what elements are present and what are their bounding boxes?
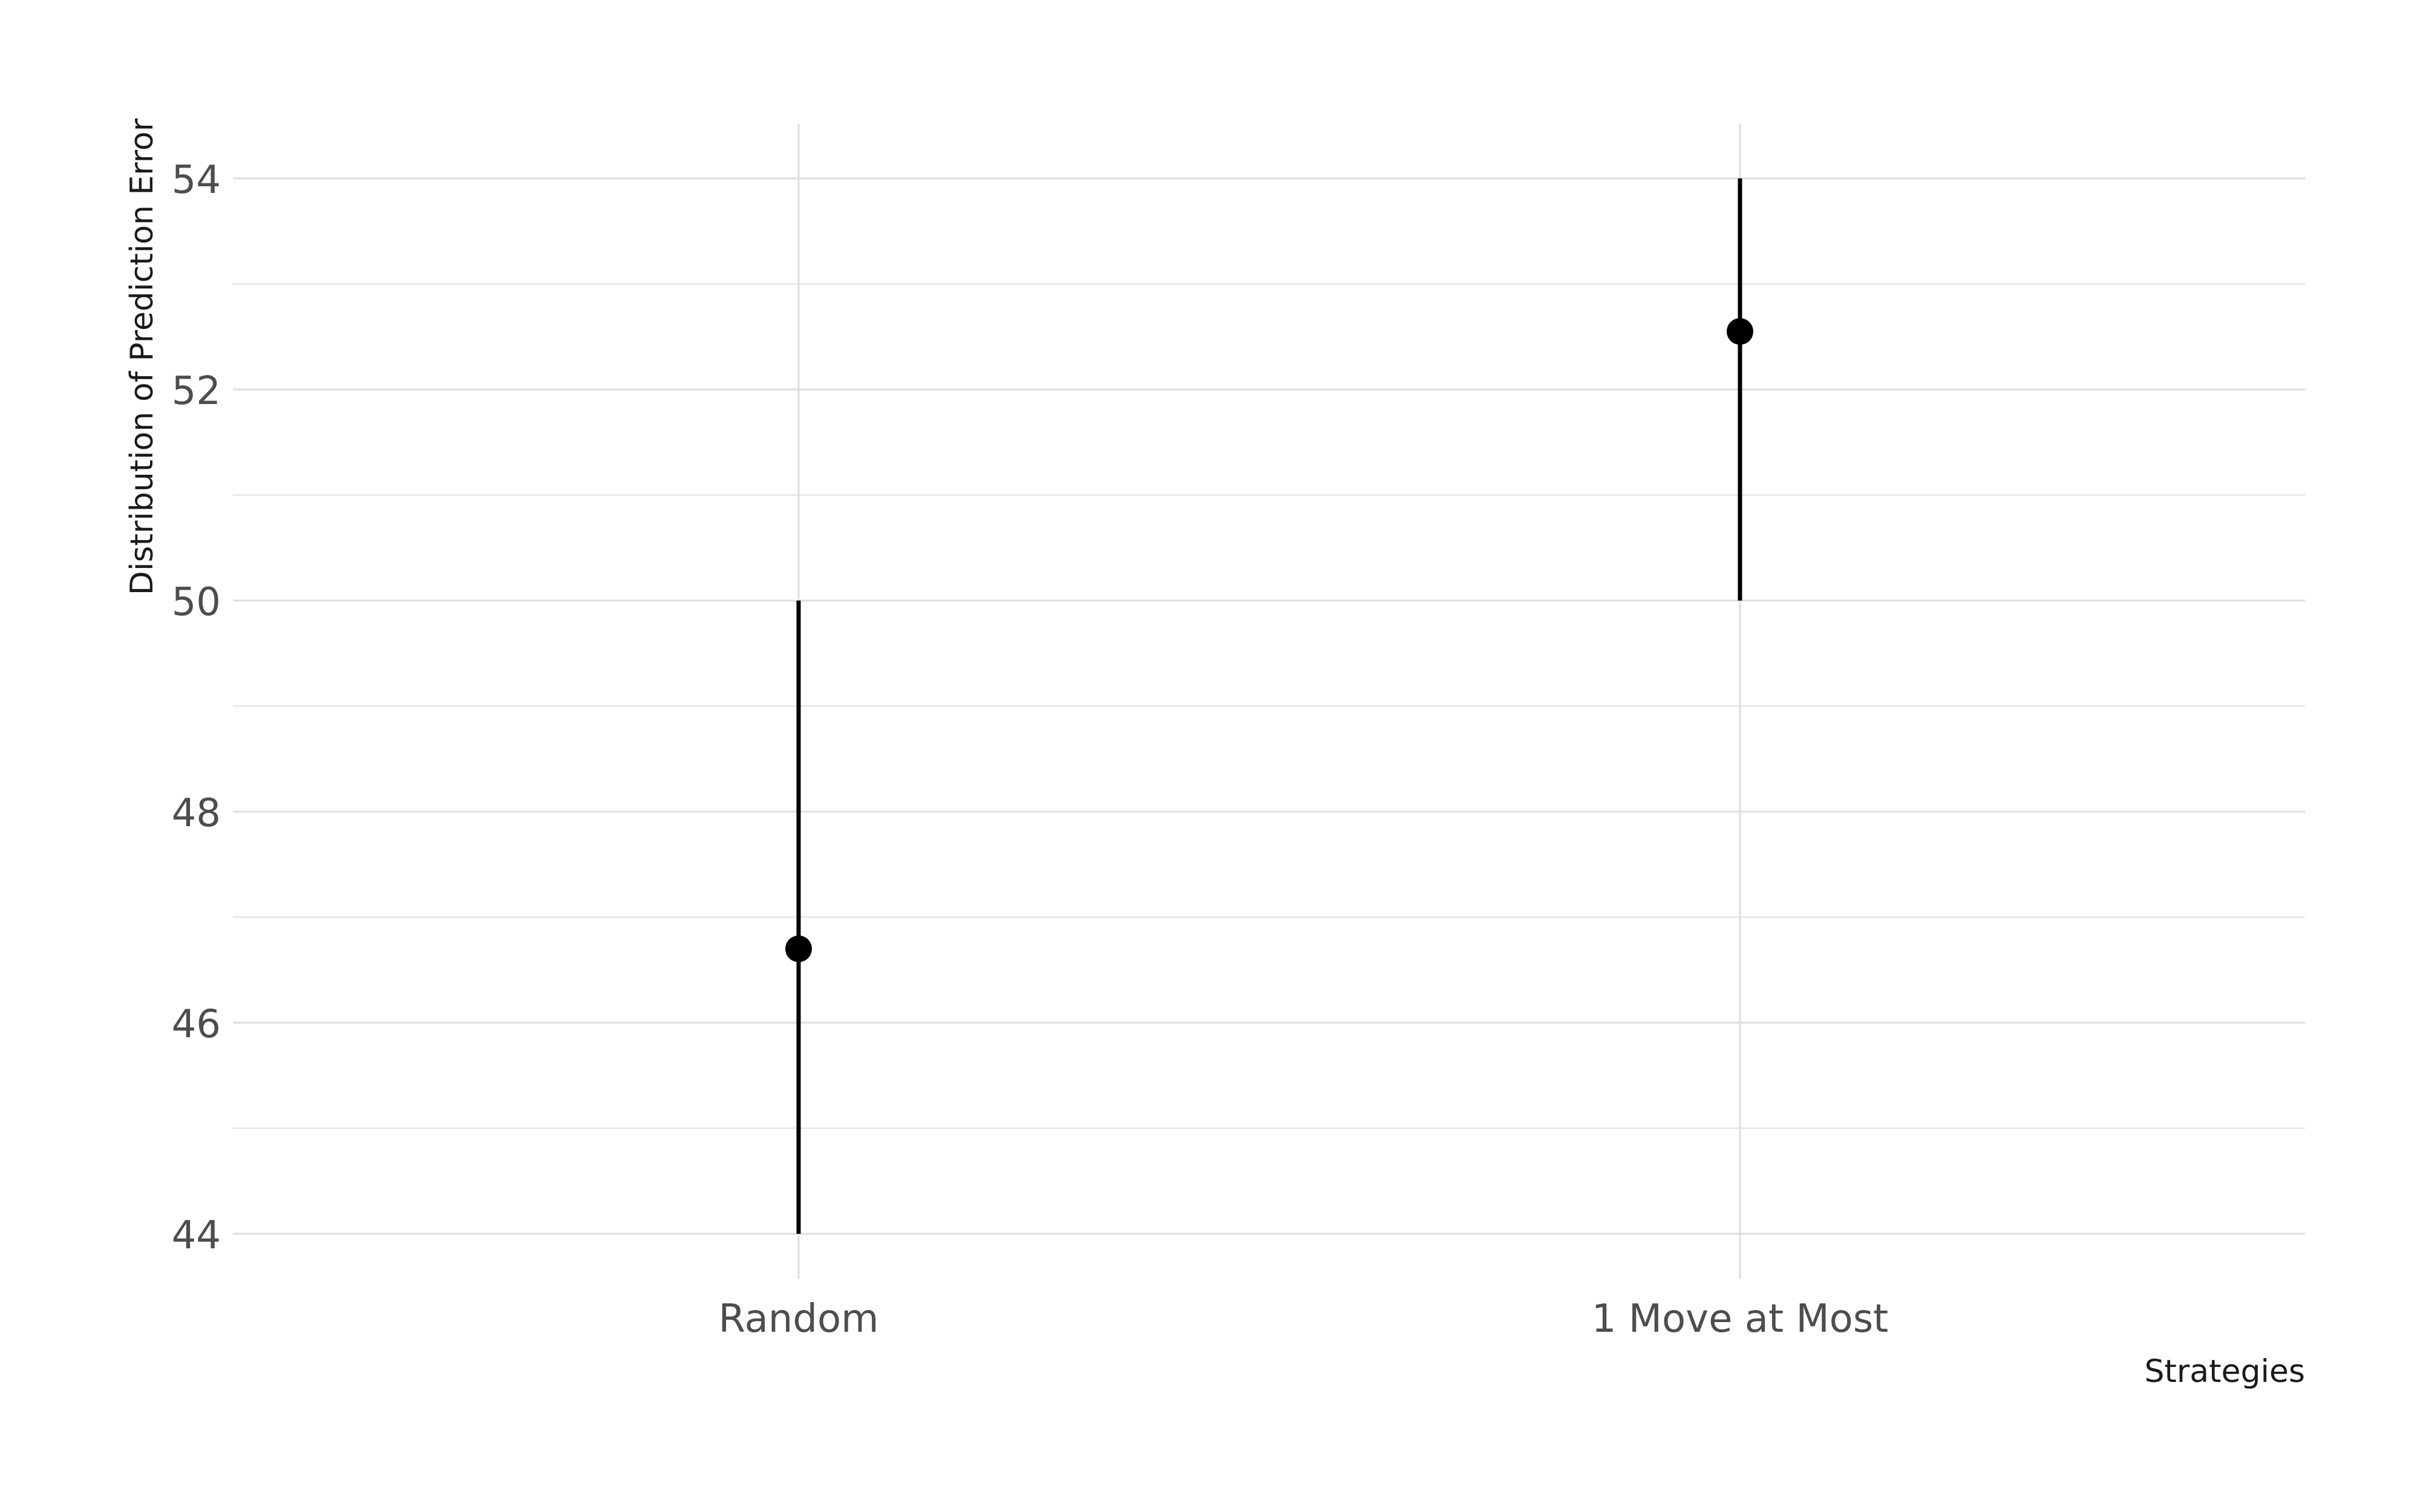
data-marks (785, 178, 1753, 1234)
x-axis-title: Strategies (2144, 1354, 2305, 1390)
y-tick-label: 46 (172, 1002, 221, 1047)
x-tick-label: 1 Move at Most (1592, 1297, 1889, 1341)
data-point (1727, 318, 1753, 345)
x-axis-tick-labels: Random 1 Move at Most (719, 1297, 1889, 1341)
data-point (785, 935, 812, 962)
x-tick-label: Random (719, 1297, 879, 1341)
y-tick-label: 52 (172, 369, 221, 414)
y-axis-title: Distribution of Prediction Error (124, 118, 160, 595)
y-tick-label: 50 (172, 580, 221, 625)
y-tick-label: 54 (172, 158, 221, 203)
y-tick-label: 48 (172, 791, 221, 836)
y-axis-tick-labels: 44 46 48 50 52 54 (172, 158, 221, 1258)
y-tick-label: 44 (172, 1213, 221, 1258)
grid-lines (233, 124, 2305, 1279)
